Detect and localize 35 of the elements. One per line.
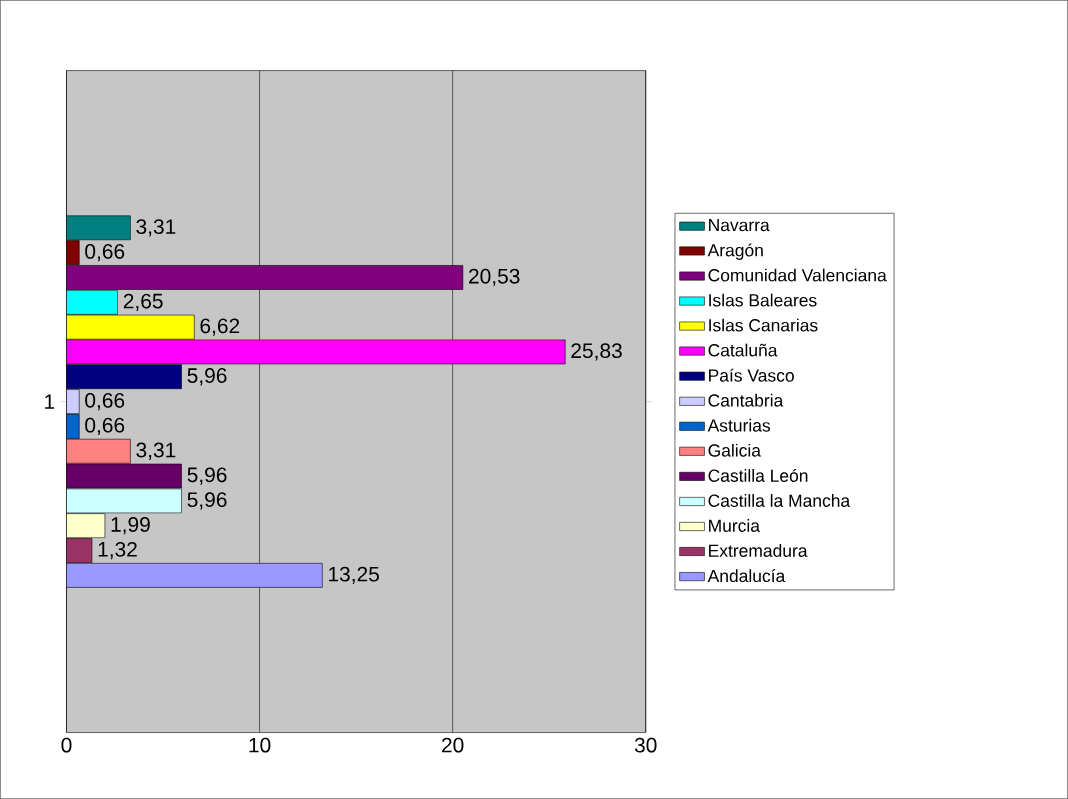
data-label: 5,96 — [187, 467, 227, 485]
data-label: 25,83 — [571, 343, 622, 361]
y-tick-label: 1 — [45, 394, 55, 409]
data-label: 1,32 — [98, 541, 137, 560]
data-label: 3,31 — [136, 219, 176, 237]
data-label: 1,99 — [111, 517, 150, 535]
legend-label: Extremadura — [709, 544, 808, 557]
legend-label: Asturias — [707, 418, 771, 432]
legend-label: Castilla la Mancha — [708, 494, 851, 507]
data-label: 13,25 — [329, 566, 379, 584]
x-tick-label: 0 — [61, 737, 72, 753]
legend-label: Galicia — [708, 443, 761, 457]
data-label: 0,66 — [85, 417, 125, 436]
legend-label: Cantabria — [708, 393, 784, 407]
legend-label: Andalucía — [707, 569, 786, 583]
data-label: 2,65 — [123, 293, 163, 311]
legend-label: Islas Baleares — [709, 293, 817, 307]
data-label: 0,66 — [85, 392, 125, 411]
data-label: 6,62 — [200, 318, 240, 336]
legend-label: Navarra — [709, 219, 770, 232]
legend-label: Murcia — [709, 519, 760, 532]
x-tick-label: 20 — [442, 737, 464, 753]
data-label: 0,66 — [85, 243, 125, 262]
legend-label: Comunidad Valenciana — [708, 268, 887, 282]
legend-label: Cataluña — [708, 343, 778, 357]
legend-label: País Vasco — [709, 368, 794, 382]
data-label: 5,96 — [187, 492, 227, 510]
data-label: 3,31 — [136, 442, 176, 460]
legend-label: Aragón — [707, 243, 763, 260]
x-tick-label: 10 — [249, 737, 271, 753]
legend-label: Islas Canarias — [709, 318, 818, 332]
x-tick-label: 30 — [634, 737, 657, 753]
legend-label: Castilla León — [708, 468, 808, 482]
data-label: 5,96 — [187, 368, 227, 386]
data-label: 20,53 — [469, 268, 520, 287]
